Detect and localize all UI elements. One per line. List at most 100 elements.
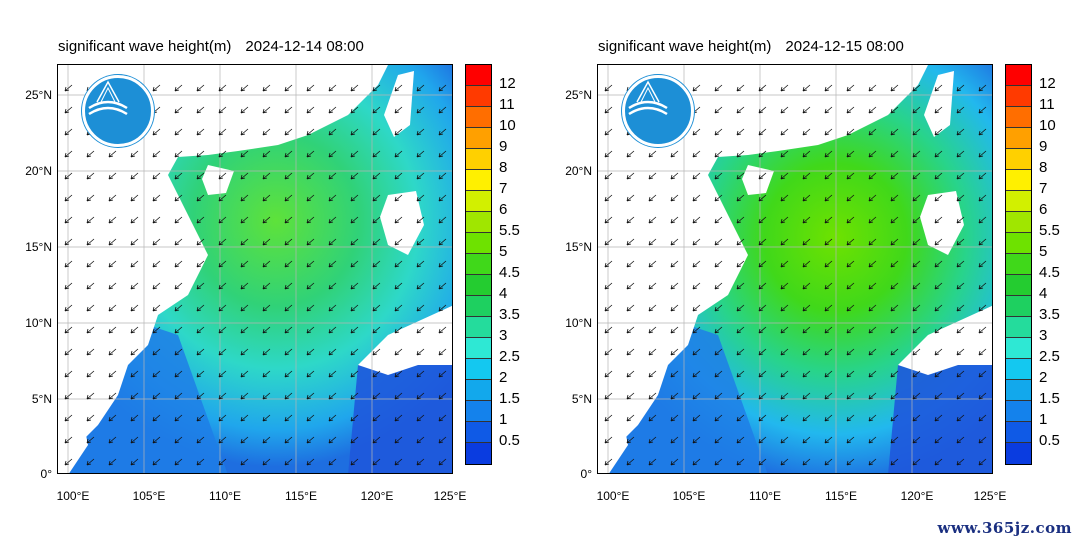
wave-direction-arrow [350, 194, 359, 202]
wave-direction-arrow [714, 436, 723, 444]
wave-direction-arrow [692, 282, 701, 290]
wave-direction-arrow [934, 150, 943, 158]
wave-direction-arrow [670, 238, 679, 246]
wave-direction-arrow [218, 304, 227, 312]
wave-direction-arrow [86, 458, 95, 466]
wave-direction-arrow [152, 84, 161, 92]
wave-direction-arrow [152, 392, 161, 400]
wave-direction-arrow [306, 370, 315, 378]
wave-direction-arrow [218, 282, 227, 290]
wave-direction-arrow [196, 150, 205, 158]
wave-direction-arrow [372, 304, 381, 312]
wave-direction-arrow [196, 260, 205, 268]
wave-direction-arrow [372, 458, 381, 466]
wave-direction-arrow [956, 150, 965, 158]
wave-direction-arrow [372, 150, 381, 158]
wave-direction-arrow [868, 238, 877, 246]
wave-direction-arrow [130, 326, 139, 334]
wave-direction-arrow [956, 370, 965, 378]
wave-direction-arrow [174, 348, 183, 356]
wave-direction-arrow [912, 238, 921, 246]
wave-direction-arrow [372, 260, 381, 268]
wave-direction-arrow [394, 84, 403, 92]
wave-direction-arrow [130, 458, 139, 466]
colorbar [1005, 64, 1032, 465]
wave-direction-arrow [670, 194, 679, 202]
wave-direction-arrow [64, 414, 73, 422]
wave-direction-arrow [306, 436, 315, 444]
wave-direction-arrow [956, 172, 965, 180]
wave-direction-arrow [438, 326, 447, 334]
wave-direction-arrow [780, 128, 789, 136]
colorbar-label: 7 [499, 180, 508, 197]
colorbar-label: 0.5 [1039, 432, 1060, 449]
wave-direction-arrow [802, 216, 811, 224]
wave-direction-arrow [956, 348, 965, 356]
wave-direction-arrow [130, 238, 139, 246]
y-tick-label: 5°N [571, 392, 592, 406]
wave-direction-arrow [824, 348, 833, 356]
wave-direction-arrow [152, 282, 161, 290]
wave-direction-arrow [284, 392, 293, 400]
wave-direction-arrow [306, 150, 315, 158]
wave-direction-arrow [218, 84, 227, 92]
wave-direction-arrow [218, 458, 227, 466]
wave-direction-arrow [604, 458, 613, 466]
colorbar-label: 8 [1039, 159, 1048, 176]
wave-direction-arrow [626, 194, 635, 202]
wave-direction-arrow [758, 194, 767, 202]
wave-direction-arrow [152, 414, 161, 422]
wave-direction-arrow [64, 194, 73, 202]
wave-direction-arrow [130, 348, 139, 356]
colorbar-label: 4.5 [499, 264, 520, 281]
wave-direction-arrow [328, 238, 337, 246]
wave-direction-arrow [868, 414, 877, 422]
wave-direction-arrow [692, 370, 701, 378]
wave-direction-arrow [934, 326, 943, 334]
wave-direction-arrow [262, 128, 271, 136]
wave-direction-arrow [802, 304, 811, 312]
wave-direction-arrow [196, 370, 205, 378]
wave-direction-arrow [438, 282, 447, 290]
wave-direction-arrow [174, 106, 183, 114]
wave-direction-arrow [626, 238, 635, 246]
wave-direction-arrow [802, 106, 811, 114]
wave-direction-arrow [328, 260, 337, 268]
wave-direction-arrow [846, 326, 855, 334]
wave-direction-arrow [394, 458, 403, 466]
wave-direction-arrow [824, 304, 833, 312]
wave-direction-arrow [218, 348, 227, 356]
wave-direction-arrow [240, 304, 249, 312]
wave-direction-arrow [64, 128, 73, 136]
wave-direction-arrow [846, 282, 855, 290]
wave-direction-arrow [416, 392, 425, 400]
wave-direction-arrow [306, 392, 315, 400]
wave-direction-arrow [350, 436, 359, 444]
colorbar-swatch [1006, 317, 1031, 338]
wave-direction-arrow [758, 150, 767, 158]
wave-direction-arrow [284, 326, 293, 334]
wave-direction-arrow [350, 304, 359, 312]
wave-direction-arrow [824, 282, 833, 290]
wave-direction-arrow [978, 84, 987, 92]
wave-direction-arrow [174, 458, 183, 466]
wave-direction-arrow [846, 216, 855, 224]
wave-direction-arrow [240, 172, 249, 180]
wave-direction-arrow [714, 194, 723, 202]
wave-direction-arrow [604, 326, 613, 334]
wave-direction-arrow [868, 348, 877, 356]
wave-direction-arrow [626, 370, 635, 378]
wave-direction-arrow [604, 436, 613, 444]
wave-direction-arrow [174, 370, 183, 378]
wave-direction-arrow [196, 128, 205, 136]
wave-direction-arrow [438, 128, 447, 136]
wave-direction-arrow [196, 392, 205, 400]
colorbar-swatch [1006, 191, 1031, 212]
wave-direction-arrow [284, 172, 293, 180]
wave-direction-arrow [416, 436, 425, 444]
wave-direction-arrow [218, 436, 227, 444]
wave-direction-arrow [978, 150, 987, 158]
wave-direction-arrow [802, 260, 811, 268]
wave-direction-arrow [604, 106, 613, 114]
wave-direction-arrow [306, 194, 315, 202]
